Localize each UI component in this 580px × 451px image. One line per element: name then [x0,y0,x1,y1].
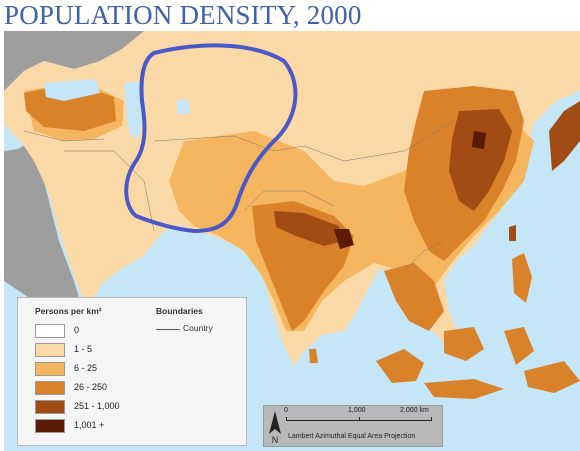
projection-label: Lambert Azimuthal Equal Area Projection [288,433,416,440]
country-boundaries [23,120,455,272]
sri-lanka-island [309,349,318,363]
density-zone-251-1000-ganges [274,211,344,246]
swatch-0 [35,324,65,338]
scale-label-2000: 2,000 km [400,407,429,414]
swatch-1-5 [35,343,65,357]
black-sea [44,79,100,101]
legend-label-6-25: 6 - 25 [74,363,98,373]
indonesia-islands [376,327,580,399]
japan-islands [549,101,580,171]
swatch-26-250 [35,381,65,395]
swatch-251-1000 [35,400,65,414]
swatch-1001-plus [35,419,65,433]
population-density-map [4,31,580,451]
boundaries-heading: Boundaries [156,306,203,316]
scale-tick-1000 [359,417,360,421]
aral-sea [176,99,190,115]
europe-africa-land [4,31,144,331]
legend-label-251-1000: 251 - 1,000 [74,401,120,411]
scale-label-0: 0 [284,407,288,414]
annotation-loop [124,43,298,234]
north-arrow-icon: N [269,411,281,444]
scale-tick-2000 [431,417,432,421]
legend-heading: Persons per km² [35,306,102,316]
legend-label-26-250: 26 - 250 [74,382,108,392]
taiwan-island [509,225,516,241]
legend-label-0: 0 [74,325,80,335]
legend-label-1-5: 1 - 5 [74,344,93,354]
density-zone-1001-plus [334,131,486,249]
swatch-6-25 [35,362,65,376]
scale-label-1000: 1,000 [348,407,366,414]
philippines-islands [512,253,532,303]
legend-label-1001-plus: 1,001 + [74,420,105,430]
map-title: POPULATION DENSITY, 2000 [4,0,362,30]
country-boundary-label: Country [183,323,213,333]
legend-panel: Persons per km² Boundaries Country 0 1 -… [17,297,247,446]
density-zone-26-250-southeast-asia [384,263,444,331]
density-zone-251-1000-china [449,109,512,211]
scale-bar-panel: N 0 1,000 2,000 km Lambert Azimuthal Equ… [263,405,443,447]
country-line-swatch [156,329,180,330]
scale-tick-0 [286,417,287,421]
north-label: N [272,435,279,444]
